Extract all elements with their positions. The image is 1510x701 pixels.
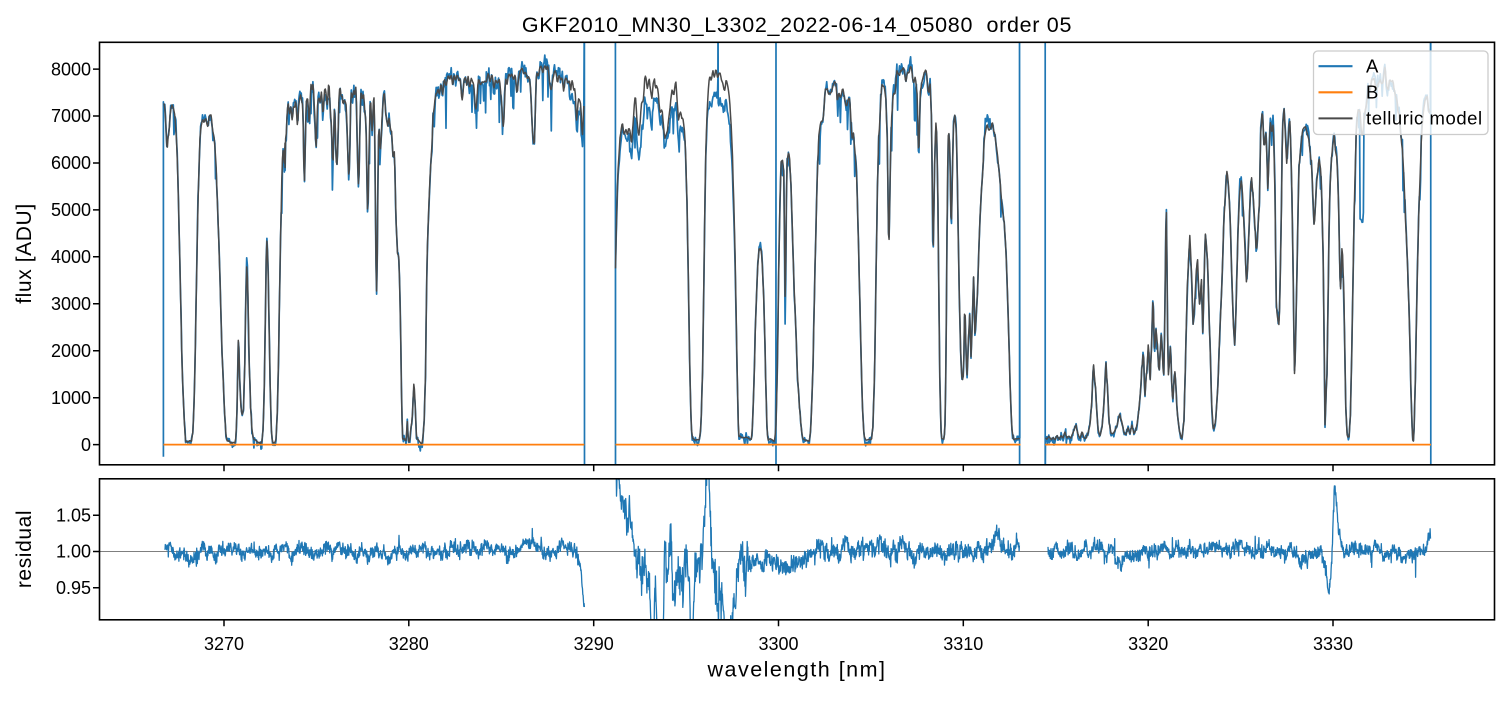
svg-text:1.05: 1.05 <box>56 505 91 525</box>
svg-text:3300: 3300 <box>758 634 798 654</box>
svg-text:3280: 3280 <box>389 634 429 654</box>
svg-text:B: B <box>1366 82 1379 103</box>
svg-text:6000: 6000 <box>51 153 91 173</box>
svg-text:3290: 3290 <box>574 634 614 654</box>
svg-text:3320: 3320 <box>1128 634 1168 654</box>
svg-text:8000: 8000 <box>51 59 91 79</box>
svg-text:0.95: 0.95 <box>56 578 91 598</box>
svg-text:residual: residual <box>13 510 36 588</box>
svg-text:1.00: 1.00 <box>56 542 91 562</box>
svg-text:GKF2010_MN30_L3302_2022-06-14_: GKF2010_MN30_L3302_2022-06-14_05080 orde… <box>522 13 1072 37</box>
svg-text:flux [ADU]: flux [ADU] <box>13 203 36 304</box>
svg-text:4000: 4000 <box>51 247 91 267</box>
svg-text:0: 0 <box>81 435 91 455</box>
svg-text:7000: 7000 <box>51 106 91 126</box>
svg-text:2000: 2000 <box>51 341 91 361</box>
svg-text:3330: 3330 <box>1313 634 1353 654</box>
svg-text:A: A <box>1366 56 1379 77</box>
svg-text:3270: 3270 <box>204 634 244 654</box>
svg-text:5000: 5000 <box>51 200 91 220</box>
svg-text:1000: 1000 <box>51 388 91 408</box>
svg-text:telluric model: telluric model <box>1366 108 1483 129</box>
svg-text:3000: 3000 <box>51 294 91 314</box>
svg-text:3310: 3310 <box>943 634 983 654</box>
svg-text:wavelength [nm]: wavelength [nm] <box>706 658 886 682</box>
